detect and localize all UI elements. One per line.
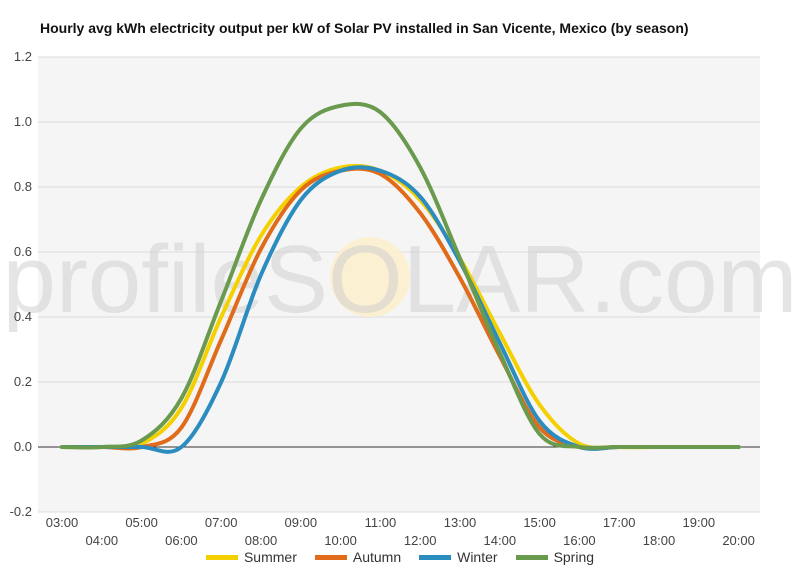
- x-tick-label: 13:00: [444, 515, 477, 530]
- x-tick-label: 16:00: [563, 533, 596, 548]
- x-tick-label: 09:00: [285, 515, 318, 530]
- x-tick-label: 17:00: [603, 515, 636, 530]
- legend-item-summer[interactable]: Summer: [205, 549, 297, 565]
- x-tick-label: 11:00: [365, 515, 397, 530]
- watermark-text: profileSOLAR.com: [3, 226, 798, 333]
- legend-label: Summer: [243, 549, 297, 565]
- legend-label: Spring: [553, 549, 595, 565]
- x-tick-label: 07:00: [205, 515, 238, 530]
- x-tick-label: 06:00: [165, 533, 198, 548]
- x-tick-label: 20:00: [722, 533, 755, 548]
- y-tick-label: 1.0: [14, 114, 32, 129]
- x-tick-label: 18:00: [643, 533, 676, 548]
- y-tick-label: -0.2: [10, 504, 32, 519]
- x-tick-label: 04:00: [86, 533, 119, 548]
- legend-item-autumn[interactable]: Autumn: [314, 549, 402, 565]
- legend-label: Autumn: [352, 549, 402, 565]
- y-tick-label: 1.2: [14, 49, 32, 64]
- y-tick-label: 0.0: [14, 439, 32, 454]
- y-tick-label: 0.4: [14, 309, 32, 324]
- y-tick-label: 0.6: [14, 244, 32, 259]
- series-line-spring: [60, 101, 741, 450]
- y-axis-ticks: -0.2 0.0 0.2 0.4 0.6 0.8 1.0 1.2: [10, 49, 32, 519]
- series-lines: [60, 101, 741, 454]
- legend-item-spring[interactable]: Spring: [515, 549, 595, 565]
- legend-swatch: [515, 554, 548, 560]
- chart-title: Hourly avg kWh electricity output per kW…: [40, 20, 689, 36]
- x-tick-label: 15:00: [523, 515, 556, 530]
- watermark-sun: [330, 237, 410, 317]
- x-axis-ticks: 03:00 04:00 05:00 06:00 07:00 08:00 09:00 10:00…: [46, 515, 755, 548]
- x-tick-label: 08:00: [245, 533, 278, 548]
- legend-swatch: [419, 554, 452, 560]
- x-tick-label: 19:00: [683, 515, 716, 530]
- legend: Summer Autumn Winter Spring: [0, 549, 800, 565]
- x-tick-label: 14:00: [484, 533, 517, 548]
- x-tick-label: 05:00: [125, 515, 158, 530]
- x-tick-label: 12:00: [404, 533, 437, 548]
- legend-label: Winter: [457, 549, 498, 565]
- watermark: profileSOLAR.com: [3, 226, 798, 333]
- legend-swatch: [314, 554, 347, 560]
- legend-swatch: [205, 554, 238, 560]
- legend-item-winter[interactable]: Winter: [419, 549, 498, 565]
- y-tick-label: 0.8: [14, 179, 32, 194]
- y-tick-label: 0.2: [14, 374, 32, 389]
- x-tick-label: 10:00: [324, 533, 357, 548]
- x-tick-label: 03:00: [46, 515, 79, 530]
